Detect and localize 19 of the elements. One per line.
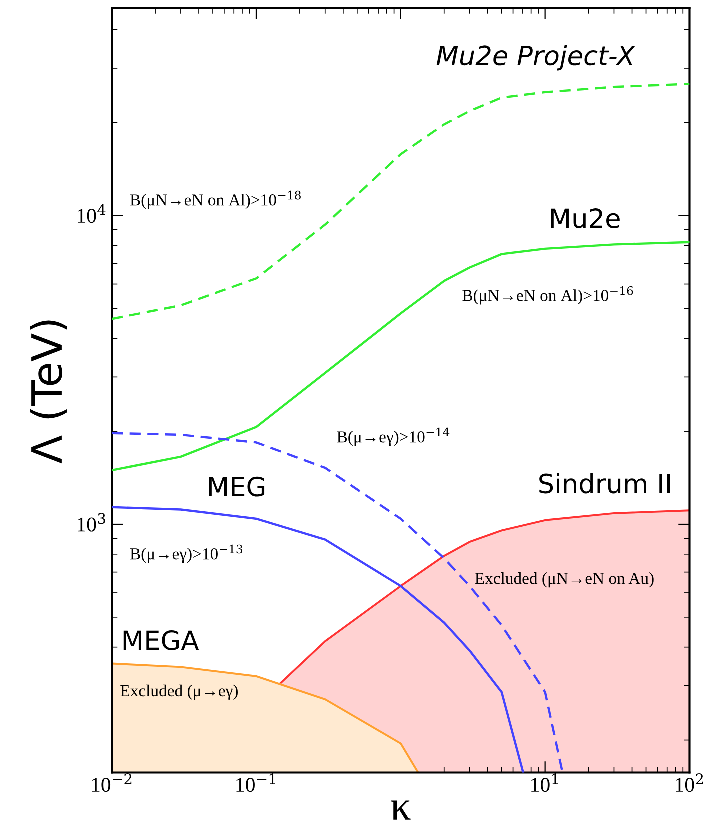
annotation: Sindrum II: [540, 473, 670, 494]
annotation: MEGA: [124, 630, 200, 650]
annotation: MEG: [209, 476, 265, 497]
annotation: B(μ→eγ)>10$^{−13}$: [130, 544, 243, 564]
annotation: B(μN→eN on Al)>10$^{−18}$: [130, 190, 301, 210]
y-axis-title: Λ (TeV): [30, 320, 68, 464]
y-tick-label: 10$^{3}$: [78, 513, 106, 532]
x-tick-label: 10$^{1}$: [532, 774, 558, 792]
annotation: Mu2e: [551, 208, 620, 228]
annotation: B(μ→eγ)>10$^{−14}$: [337, 428, 450, 446]
annotation: Excluded (μ→eγ): [120, 684, 238, 700]
x-tick-label: 10$^{2}$: [676, 774, 704, 792]
x-axis-title: κ: [391, 800, 411, 820]
annotation: Excluded (μN→eN on Au): [475, 572, 654, 588]
annotation: Mu2e Project-X: [436, 45, 636, 71]
y-tick-label: 10$^{4}$: [78, 204, 106, 224]
x-tick-label: 10$^{−2}$: [92, 774, 132, 792]
x-tick-label: 10$^{−1}$: [236, 774, 276, 792]
annotation: B(μN→eN on Al)>10$^{−16}$: [462, 286, 634, 305]
